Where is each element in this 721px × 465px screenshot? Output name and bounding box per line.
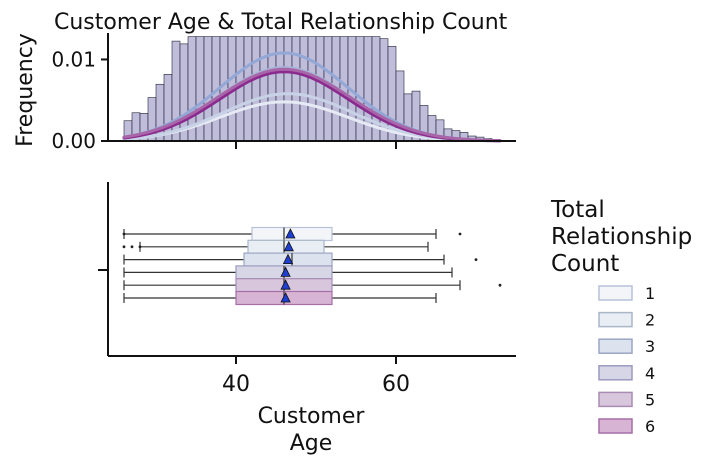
outlier-point	[122, 232, 126, 236]
histogram-bar	[267, 36, 277, 142]
legend-title-line: Relationship	[551, 224, 692, 250]
outlier-point	[130, 245, 134, 249]
y-tick-label: 0.01	[51, 47, 96, 71]
x-axis-label-line1: Customer	[258, 404, 366, 429]
legend-label-4: 4	[645, 364, 655, 383]
legend-swatch-1	[598, 285, 633, 301]
mean-marker	[283, 240, 294, 252]
outlier-point	[474, 258, 478, 261]
boxplot-2	[122, 239, 429, 254]
histogram-bar	[307, 36, 317, 142]
legend-title-line: Total	[550, 197, 605, 223]
legend-label-1: 1	[645, 284, 655, 303]
boxplots	[122, 226, 502, 306]
y-tick-label: 0.00	[51, 129, 96, 153]
boxplot-3	[123, 252, 478, 267]
kde-line-6	[122, 67, 502, 143]
legend-title-line: Count	[551, 251, 619, 277]
outlier-point	[458, 232, 462, 236]
boxplot-6	[123, 290, 437, 306]
chart-title: Customer Age & Total Relationship Count	[54, 10, 508, 35]
kde-curves	[122, 51, 502, 143]
boxplot-5	[123, 278, 502, 293]
legend-label-5: 5	[645, 390, 655, 409]
mean-marker	[280, 292, 291, 303]
x-tick-label: 60	[382, 372, 410, 397]
mean-marker	[280, 266, 291, 277]
histogram-bar	[259, 36, 269, 142]
x-tick-label: 40	[222, 372, 250, 397]
boxplot-1	[122, 226, 462, 242]
histogram-bar	[339, 36, 349, 142]
legend-swatch-4	[598, 365, 633, 381]
top-axes: 0.00 0.01	[51, 33, 516, 153]
legend-label-2: 2	[645, 311, 655, 330]
legend-swatch-5	[598, 391, 633, 408]
histogram-bar	[251, 36, 261, 142]
histogram-bar	[219, 36, 229, 142]
histogram-bar	[243, 36, 253, 142]
outlier-point	[498, 283, 502, 287]
histogram-bar	[203, 36, 213, 142]
outlier-point	[138, 245, 142, 249]
legend-label-3: 3	[645, 337, 655, 356]
boxplot-4	[123, 265, 453, 280]
histogram-bar	[315, 36, 325, 142]
histogram-bar	[291, 36, 301, 142]
outlier-point	[122, 245, 126, 249]
legend-swatch-6	[598, 418, 633, 434]
histogram-bars	[123, 36, 501, 142]
histogram-bar	[355, 36, 365, 142]
mean-marker	[280, 279, 291, 290]
mean-marker	[285, 228, 296, 239]
legend-swatch-3	[598, 338, 633, 354]
y-axis-label: Frequency	[13, 33, 38, 147]
legend-swatch-2	[598, 311, 633, 328]
bottom-axes: 40 60	[98, 182, 516, 397]
legend-label-6: 6	[645, 417, 655, 436]
mean-marker	[282, 253, 294, 265]
x-axis-label-line2: Age	[290, 431, 333, 456]
histogram-bar	[299, 36, 309, 142]
